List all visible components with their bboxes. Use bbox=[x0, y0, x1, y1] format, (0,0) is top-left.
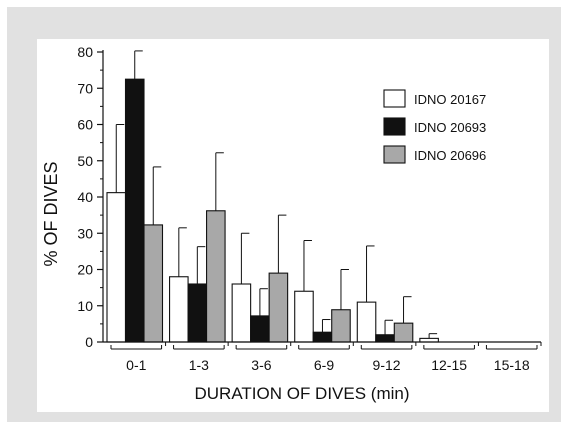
bar bbox=[169, 276, 189, 343]
y-tick-label: 30 bbox=[77, 225, 93, 241]
legend-label: IDNO 20696 bbox=[414, 148, 486, 163]
y-tick-label: 60 bbox=[77, 117, 93, 133]
legend: IDNO 20167 IDNO 20693 IDNO 20696 bbox=[383, 89, 486, 164]
legend-label: IDNO 20693 bbox=[414, 120, 486, 135]
bar bbox=[106, 192, 127, 343]
bar bbox=[206, 210, 226, 343]
y-tick-label: 40 bbox=[77, 189, 93, 205]
y-tick-label: 50 bbox=[77, 153, 93, 169]
error-bars-layer bbox=[115, 50, 438, 339]
bar bbox=[393, 322, 414, 343]
x-tick-label: 9-12 bbox=[373, 357, 401, 373]
x-axis-label: DURATION OF DIVES (min) bbox=[194, 384, 409, 403]
bar bbox=[268, 272, 289, 343]
x-tick-label: 1-3 bbox=[189, 357, 209, 373]
bar bbox=[356, 301, 377, 343]
x-tick-label: 6-9 bbox=[314, 357, 334, 373]
x-tick-label: 15-18 bbox=[494, 357, 530, 373]
x-tick-label: 12-15 bbox=[431, 357, 467, 373]
figure-panel bbox=[7, 7, 561, 422]
bar bbox=[187, 283, 208, 343]
y-tick-label: 70 bbox=[77, 80, 93, 96]
y-tick-label: 80 bbox=[77, 44, 93, 60]
bar bbox=[312, 331, 333, 343]
legend-swatch bbox=[383, 89, 406, 108]
bars-layer bbox=[106, 78, 439, 343]
bar bbox=[250, 315, 270, 343]
x-tick-label: 0-1 bbox=[126, 357, 146, 373]
bar bbox=[231, 283, 252, 343]
legend-label: IDNO 20167 bbox=[414, 92, 486, 107]
bar bbox=[375, 334, 395, 343]
y-tick-label: 20 bbox=[77, 262, 93, 278]
legend-swatch bbox=[383, 145, 406, 164]
y-tick-label: 0 bbox=[85, 334, 93, 350]
bar bbox=[294, 290, 314, 343]
axes-layer: 0 10 20 30 40 50 60 70 80 0-1 1-3 3-6 6-9 9-12 12-15 15… bbox=[77, 44, 542, 373]
y-tick-label: 10 bbox=[77, 298, 93, 314]
bar bbox=[331, 309, 351, 343]
y-axis-label: % OF DIVES bbox=[41, 161, 61, 266]
legend-swatch bbox=[383, 117, 406, 136]
x-tick-label: 3-6 bbox=[251, 357, 271, 373]
bar bbox=[124, 78, 145, 343]
bar bbox=[143, 224, 164, 343]
